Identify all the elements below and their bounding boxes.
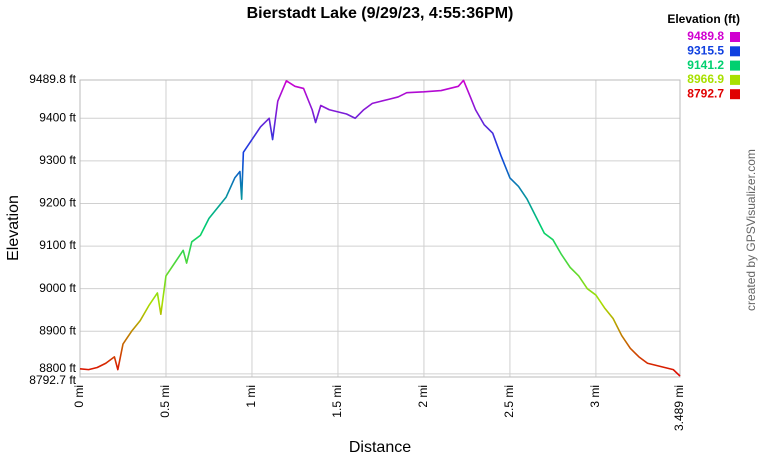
x-tick-label: 1 mi	[244, 385, 258, 408]
x-tick-label: 3 mi	[588, 385, 602, 408]
y-tick-label: 9000 ft	[39, 281, 76, 295]
legend-swatch	[730, 89, 740, 100]
plot-border	[79, 79, 681, 378]
y-tick-label: 9400 ft	[39, 110, 76, 124]
x-tick-label: 3.489 mi	[672, 385, 686, 431]
y-tick-label: 9489.8 ft	[29, 72, 76, 86]
y-tick-label: 9100 ft	[39, 238, 76, 252]
chart-title: Bierstadt Lake (9/29/23, 4:55:36PM)	[247, 5, 514, 22]
legend-label: 8966.9	[687, 72, 724, 86]
y-tick-label: 9300 ft	[39, 153, 76, 167]
legend-title: Elevation (ft)	[667, 12, 740, 26]
legend-swatch	[730, 74, 740, 85]
x-tick-label: 0 mi	[72, 385, 86, 408]
credit: created by GPSVisualizer.com	[744, 149, 758, 311]
y-tick-label: 8792.7 ft	[29, 373, 76, 387]
x-tick-label: 0.5 mi	[158, 385, 172, 418]
legend-label: 9315.5	[687, 43, 724, 57]
x-axis-label: Distance	[349, 439, 411, 456]
legend-swatch	[730, 46, 740, 57]
x-tick-label: 2 mi	[416, 385, 430, 408]
legend-label: 9489.8	[687, 29, 724, 43]
y-tick-label: 8900 ft	[39, 323, 76, 337]
legend-label: 8792.7	[687, 86, 724, 100]
y-tick-label: 8800 ft	[39, 361, 76, 375]
y-tick-label: 9200 ft	[39, 196, 76, 210]
x-tick-label: 1.5 mi	[330, 385, 344, 418]
x-tick-label: 2.5 mi	[502, 385, 516, 418]
legend-label: 9141.2	[687, 58, 724, 72]
legend-swatch	[730, 32, 740, 42]
elevation-line	[79, 79, 681, 377]
legend-swatch	[730, 60, 740, 71]
y-axis-label: Elevation	[5, 195, 22, 261]
